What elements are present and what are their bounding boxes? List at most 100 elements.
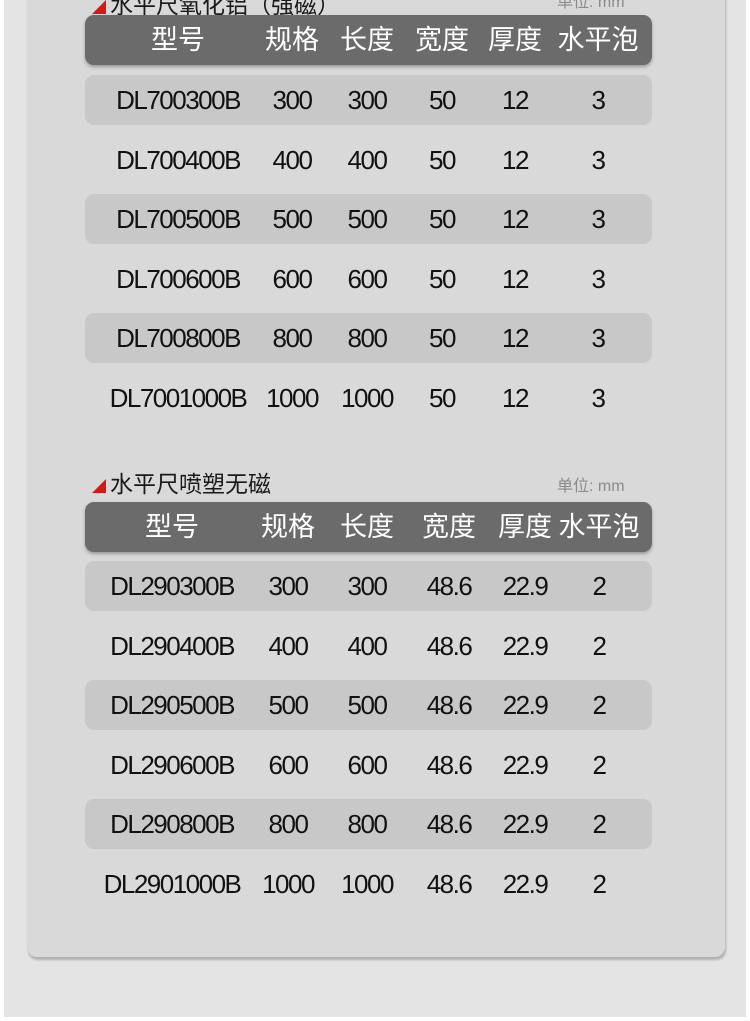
table-cell: 12 [502,144,529,175]
table-cell: 600 [347,263,388,294]
table-cell: DL700300B [116,85,241,115]
red-triangle-icon [92,478,106,493]
table-cell: 50 [429,263,456,294]
table-cell: DL700500B [116,204,241,235]
table-cell: DL290400B [110,630,235,661]
table-cell: 22.9 [502,869,549,899]
table-row: DL700800B 800 800 50 12 3 [85,313,652,364]
table-row: DL2901000B 1000 1000 48.6 22.9 2 [85,859,652,909]
table-cell: 600 [347,749,388,780]
table-cell: 3 [591,144,606,175]
table-row: DL290600B 600 600 48.6 22.9 2 [85,740,652,790]
column-header: 长度 [340,512,394,542]
table-cell: 50 [429,383,456,413]
table-cell: DL7001000B [109,383,248,413]
table-cell: 300 [268,571,309,601]
column-header: 水平泡 [558,512,640,542]
table-cell: 50 [429,323,456,354]
table-cell: 22.9 [502,749,549,780]
table-cell: 48.6 [426,869,473,899]
table-cell: 12 [502,85,529,115]
table-cell: 22.9 [502,571,549,601]
table-cell: DL290300B [110,571,235,601]
table-cell: 400 [268,630,309,661]
table-cell: 300 [347,85,388,115]
table-row: DL700500B 500 500 50 12 3 [85,194,652,245]
table-cell: 500 [347,690,388,721]
table-cell: 1000 [266,383,319,413]
column-header: 规格 [265,25,319,55]
table-cell: 300 [347,571,388,601]
column-header: 厚度 [498,512,552,542]
column-header: 水平泡 [557,25,639,55]
red-triangle-icon [92,0,106,14]
table-cell: 2 [592,749,607,780]
column-header: 长度 [340,25,394,55]
table-cell: 12 [502,323,529,354]
column-header: 型号 [145,512,199,542]
table-cell: 22.9 [502,630,549,661]
table-cell: 50 [429,144,456,175]
table-cell: 400 [347,144,388,175]
table-cell: DL290800B [110,809,235,840]
table-cell: 2 [592,809,607,840]
table-cell: 1000 [341,383,394,413]
table-cell: 2 [592,690,607,721]
table-cell: 22.9 [502,690,549,721]
table-cell: 3 [591,204,606,235]
table-cell: 1000 [262,869,315,899]
table-cell: 2 [592,869,607,899]
table-cell: 2 [592,630,607,661]
table-cell: 1000 [341,869,394,899]
table-cell: 300 [272,85,313,115]
table-cell: 3 [591,383,606,413]
table-cell: DL700400B [116,144,241,175]
table-cell: 12 [502,383,529,413]
table-row: DL290800B 800 800 48.6 22.9 2 [85,799,652,850]
table-cell: DL700800B [116,323,241,354]
unit-label: 单位: mm [557,0,625,11]
table-cell: 48.6 [426,690,473,721]
section-title: 水平尺喷塑无磁 [92,465,271,499]
table-cell: 22.9 [502,809,549,840]
table-cell: 48.6 [426,749,473,780]
table-row: DL7001000B 1000 1000 50 12 3 [85,373,652,423]
table-cell: 500 [268,690,309,721]
table-cell: 500 [347,204,388,235]
section-title: 水平尺氧化铝（强磁） [92,0,340,20]
table-cell: 2 [592,571,607,601]
section-title-text: 水平尺氧化铝（强磁） [110,0,340,18]
table-cell: DL290500B [110,690,235,721]
table-cell: 400 [347,630,388,661]
table-cell: 500 [272,204,313,235]
table-cell: 600 [272,263,313,294]
table-cell: 12 [502,204,529,235]
column-header: 规格 [261,512,315,542]
table-cell: DL290600B [110,749,235,780]
unit-label: 单位: mm [557,478,625,495]
table-header: 型号 规格 长度 宽度 厚度 水平泡 [85,502,652,552]
table-cell: DL700600B [116,263,241,294]
table-cell: DL2901000B [103,869,242,899]
table-row: DL290500B 500 500 48.6 22.9 2 [85,680,652,731]
table-cell: 3 [591,323,606,354]
column-header: 宽度 [422,512,476,542]
table-cell: 48.6 [426,809,473,840]
column-header: 宽度 [415,25,469,55]
column-header: 厚度 [488,25,542,55]
table-cell: 50 [429,85,456,115]
table-cell: 800 [268,809,309,840]
table-cell: 600 [268,749,309,780]
table-row: DL290300B 300 300 48.6 22.9 2 [85,561,652,611]
table-cell: 48.6 [426,630,473,661]
table-header: 型号 规格 长度 宽度 厚度 水平泡 [85,15,652,65]
table-row: DL700600B 600 600 50 12 3 [85,254,652,304]
table-cell: 3 [591,85,606,115]
spec-card [27,0,725,957]
section-title-text: 水平尺喷塑无磁 [110,471,271,497]
table-cell: 48.6 [426,571,473,601]
table-cell: 50 [429,204,456,235]
table-cell: 400 [272,144,313,175]
table-cell: 800 [347,323,388,354]
table-row: DL700400B 400 400 50 12 3 [85,135,652,185]
